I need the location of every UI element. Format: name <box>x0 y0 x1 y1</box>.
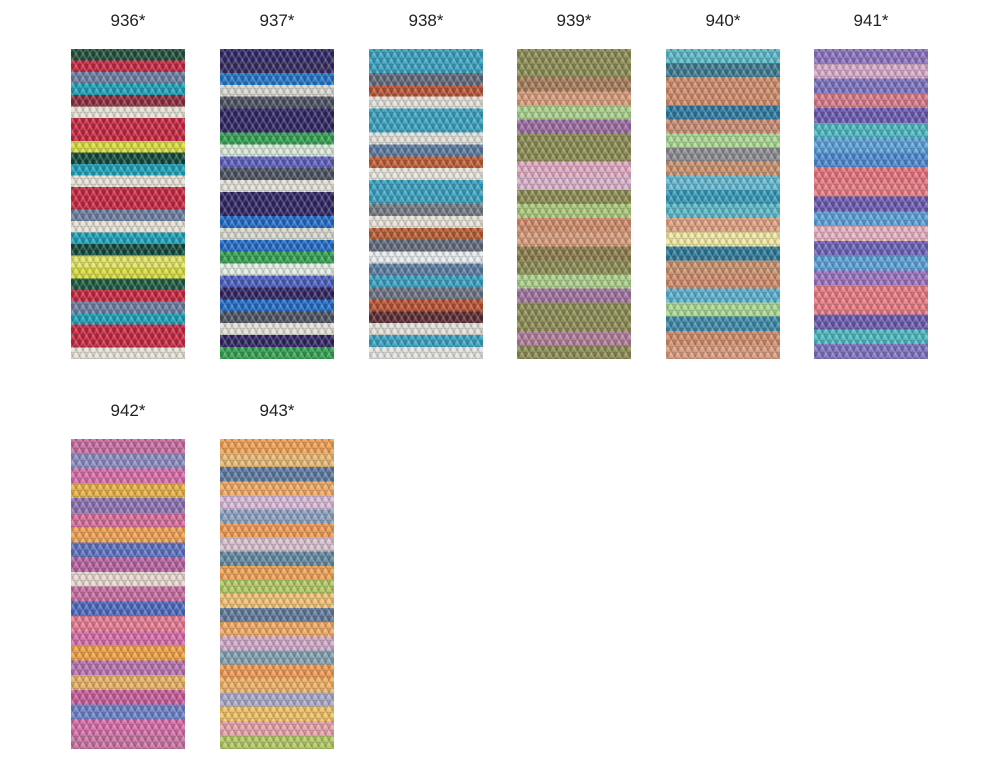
swatch-item-936[interactable]: 936* <box>71 11 185 359</box>
swatch-label: 940* <box>705 11 741 30</box>
yarn-swatch-image[interactable] <box>517 49 631 359</box>
yarn-swatch-image[interactable] <box>71 439 185 749</box>
yarn-swatch-image[interactable] <box>71 49 185 359</box>
swatch-label: 936* <box>110 11 146 30</box>
swatch-item-937[interactable]: 937* <box>220 11 334 359</box>
swatch-item-940[interactable]: 940* <box>666 11 780 359</box>
yarn-swatch-image[interactable] <box>666 49 780 359</box>
swatch-item-941[interactable]: 941* <box>814 11 928 359</box>
yarn-swatch-image[interactable] <box>814 49 928 359</box>
swatch-label: 941* <box>853 11 889 30</box>
yarn-swatch-image[interactable] <box>369 49 483 359</box>
swatch-label: 937* <box>259 11 295 30</box>
swatch-item-938[interactable]: 938* <box>369 11 483 359</box>
yarn-swatch-image[interactable] <box>220 439 334 749</box>
yarn-swatch-image[interactable] <box>220 49 334 359</box>
swatch-item-939[interactable]: 939* <box>517 11 631 359</box>
swatch-label: 942* <box>110 401 146 420</box>
swatch-label: 938* <box>408 11 444 30</box>
swatch-label: 943* <box>259 401 295 420</box>
swatch-item-943[interactable]: 943* <box>220 401 334 749</box>
swatch-label: 939* <box>556 11 592 30</box>
swatch-item-942[interactable]: 942* <box>71 401 185 749</box>
